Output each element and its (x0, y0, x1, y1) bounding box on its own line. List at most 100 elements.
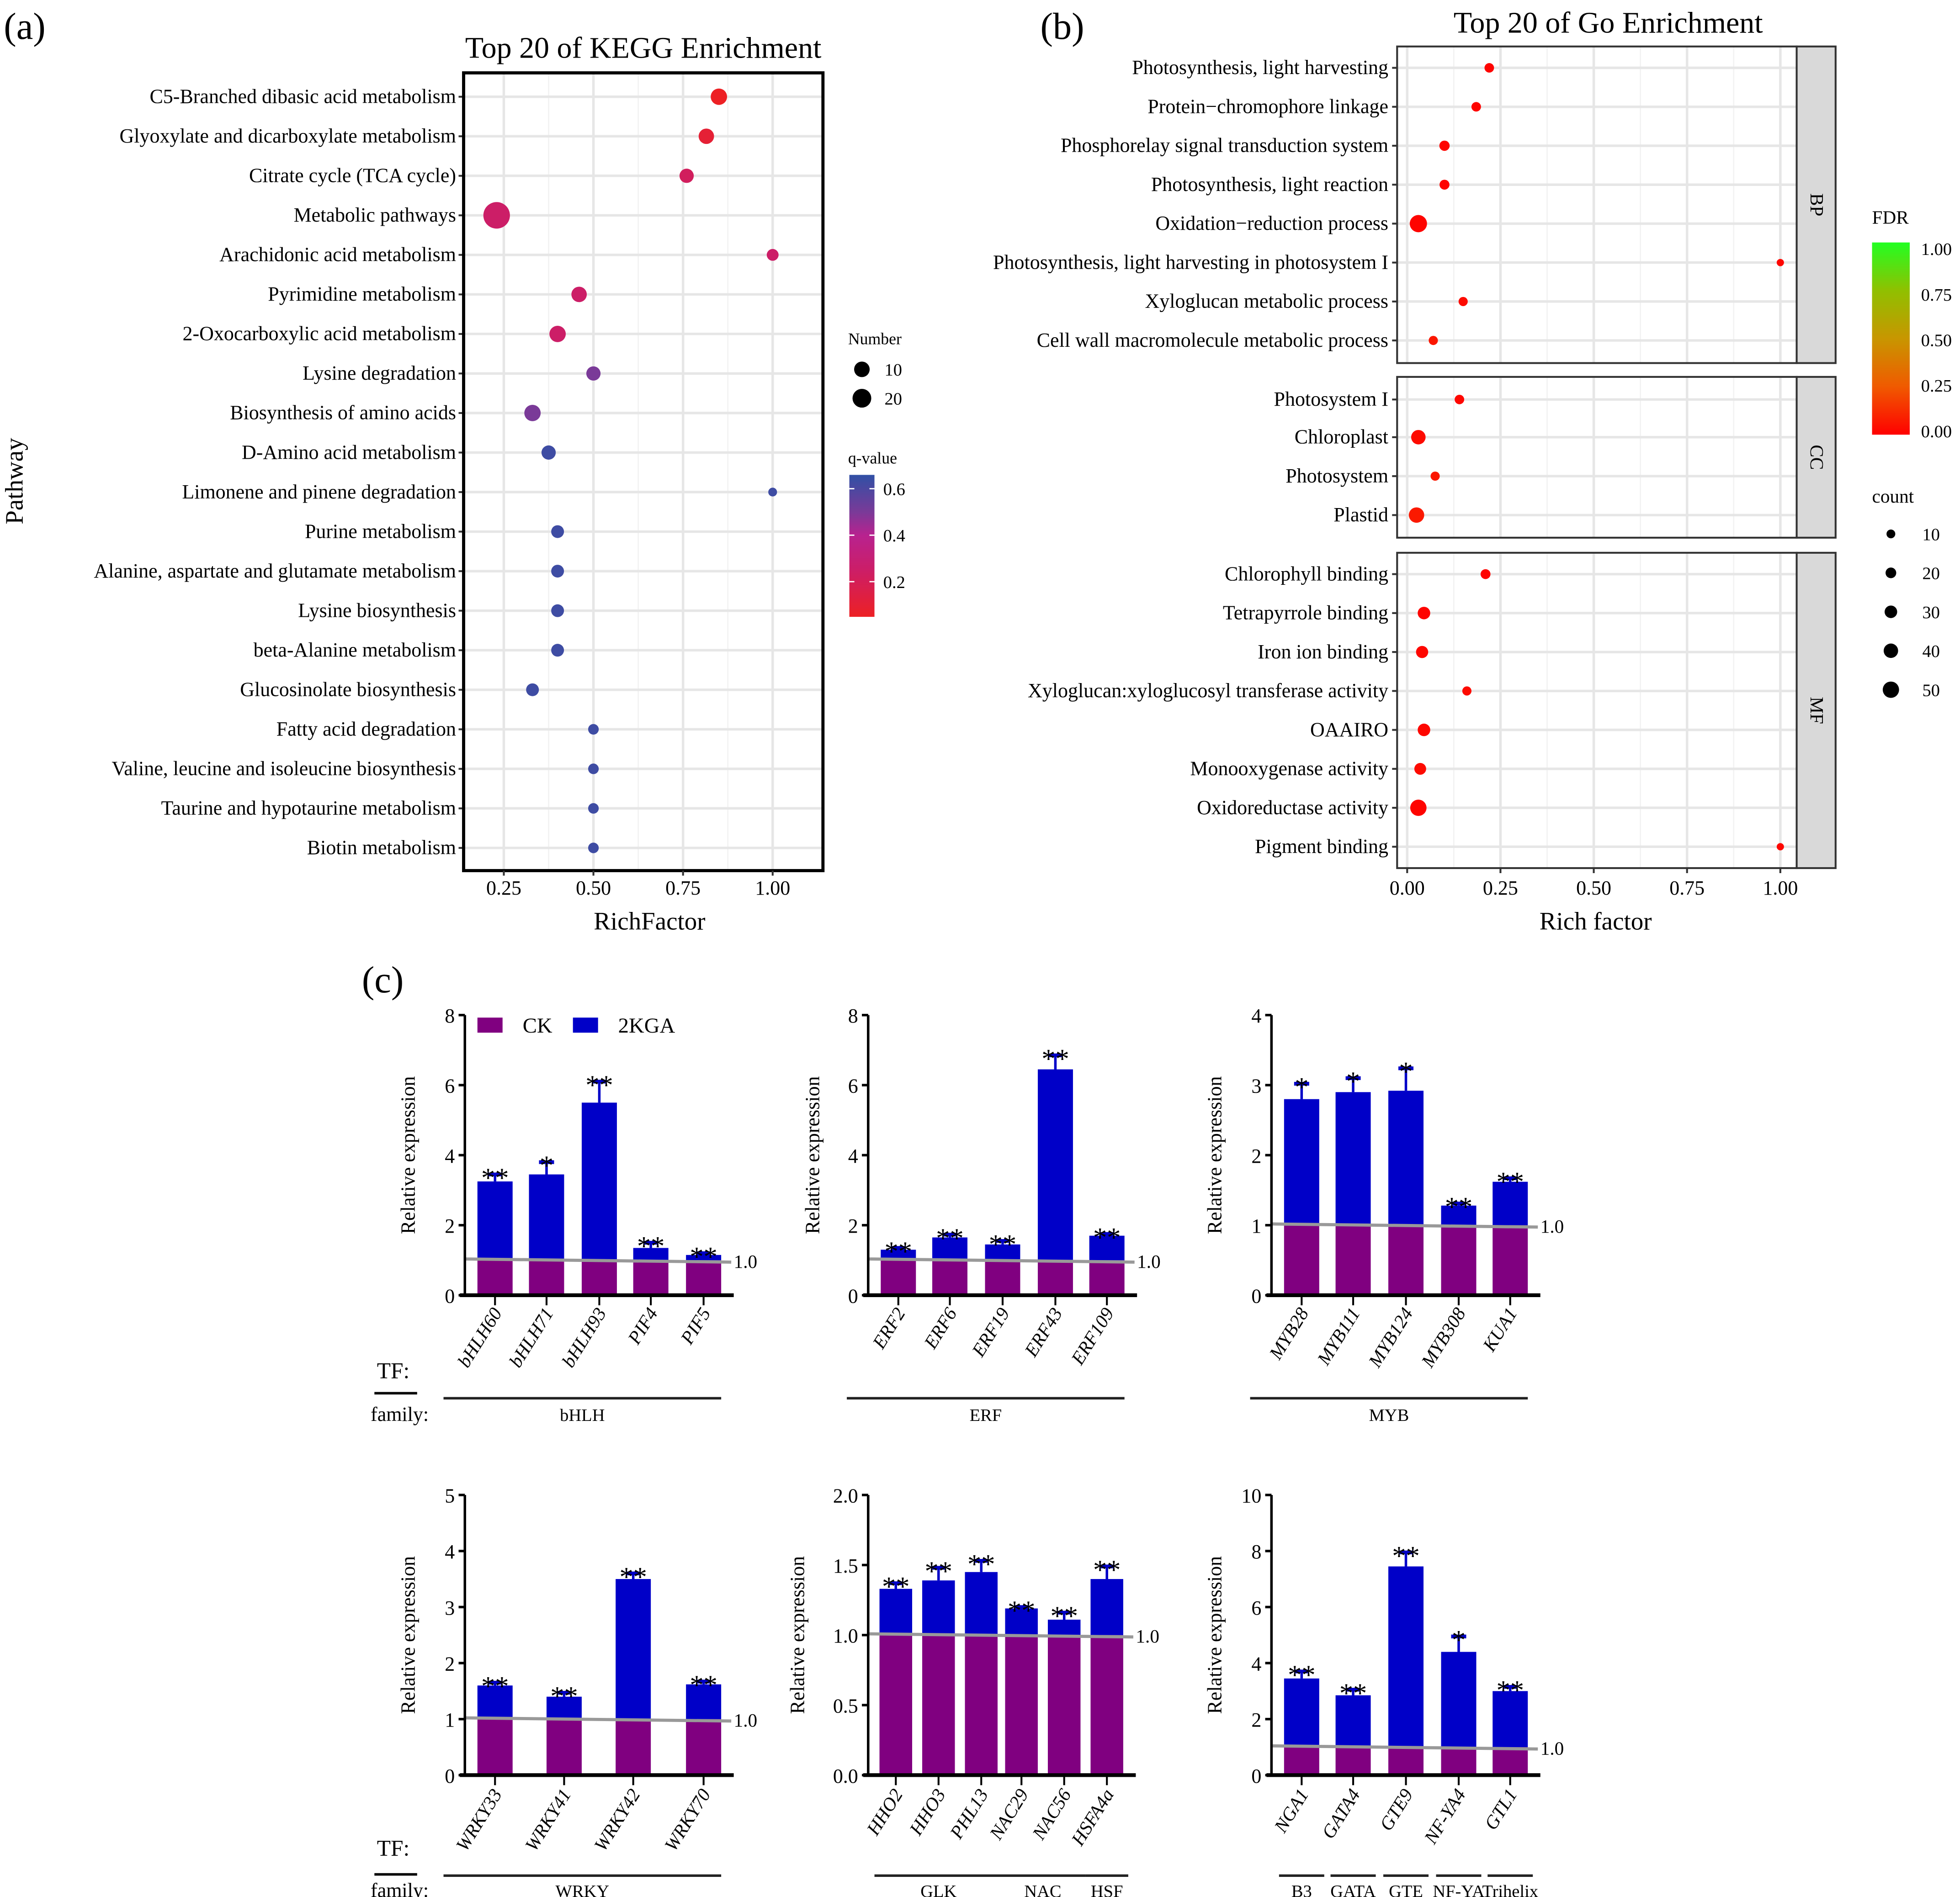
x-tick-label: 0.75 (665, 877, 701, 899)
y-axis-label: Relative expression (1203, 1556, 1226, 1714)
data-point (1429, 336, 1438, 345)
legend-2kga-swatch (573, 1017, 598, 1033)
ck-bar (1047, 1635, 1081, 1775)
family-label: NAC (1024, 1882, 1061, 1897)
y-axis-label: Relative expression (786, 1556, 809, 1714)
x-tick-label: 1.00 (755, 877, 790, 899)
ck-bar (633, 1260, 669, 1295)
y-tick-label: 1 (445, 1709, 455, 1731)
pathway-label: Fatty acid degradation (276, 718, 456, 740)
family-label: WRKY (556, 1882, 610, 1897)
y-tick-label: 0.5 (833, 1695, 858, 1717)
data-point (1455, 394, 1465, 404)
y-tick-label: 6 (1251, 1597, 1261, 1619)
ck-bar (477, 1260, 513, 1295)
significance-mark: ** (637, 1231, 664, 1261)
y-tick-label: 8 (445, 1005, 455, 1027)
legend-ck-label: CK (523, 1014, 552, 1038)
2kga-bar (881, 1250, 916, 1261)
facet-panel (1397, 46, 1797, 363)
data-point (571, 286, 587, 302)
tf-label: TF: (377, 1358, 409, 1383)
ck-bar (922, 1635, 955, 1775)
significance-mark: ** (1288, 1660, 1315, 1690)
significance-mark: * (1399, 1057, 1413, 1087)
x-axis-label: Rich factor (1540, 907, 1652, 935)
significance-mark: ** (936, 1223, 963, 1254)
data-point (588, 724, 599, 735)
y-tick-label: 0 (445, 1765, 455, 1787)
y-tick-label: 2 (1251, 1709, 1261, 1731)
reference-line-label: 1.0 (1540, 1738, 1564, 1759)
pathway-label: 2-Oxocarboxylic acid metabolism (183, 323, 456, 345)
size-legend-dot (1882, 681, 1899, 698)
pathway-label: Taurine and hypotaurine metabolism (161, 797, 456, 819)
ck-bar (546, 1719, 582, 1775)
2kga-bar (1335, 1695, 1371, 1747)
y-tick-label: 0 (1251, 1285, 1261, 1307)
ck-bar (965, 1635, 998, 1775)
pathway-label: Metabolic pathways (294, 204, 456, 226)
data-point (588, 803, 599, 814)
y-tick-label: 1.0 (833, 1625, 858, 1647)
y-axis-label: Relative expression (397, 1076, 419, 1234)
y-tick-label: 4 (445, 1541, 455, 1563)
go-term-label: Cell wall macromolecule metabolic proces… (1037, 329, 1388, 351)
plot-area (463, 73, 823, 871)
significance-mark: ** (967, 1549, 995, 1580)
colorbar-label: 0.50 (1921, 331, 1952, 350)
reference-line (465, 1257, 732, 1264)
pathway-label: D-Amino acid metabolism (242, 441, 456, 463)
y-tick-label: 6 (445, 1075, 455, 1097)
2kga-bar (1493, 1691, 1528, 1747)
data-point (1439, 180, 1450, 190)
go-term-label: OAAIRO (1310, 718, 1388, 741)
data-point (1418, 607, 1430, 620)
facet-strip-label: MF (1806, 697, 1827, 724)
family-label: MYB (1369, 1406, 1409, 1425)
2kga-bar (1441, 1205, 1477, 1225)
data-point (524, 405, 541, 421)
facet-strip (1795, 551, 1837, 869)
2kga-bar (633, 1248, 669, 1261)
data-point (1480, 569, 1491, 579)
x-tick-label: 0.50 (1576, 877, 1611, 899)
2kga-bar (1005, 1608, 1038, 1635)
size-legend-dot (854, 361, 870, 377)
y-axis-label: Relative expression (1203, 1076, 1226, 1234)
data-point (483, 202, 510, 229)
reference-line-label: 1.0 (1137, 1251, 1161, 1272)
2kga-bar (1335, 1092, 1371, 1225)
pathway-label: Valine, leucine and isoleucine biosynthe… (112, 758, 456, 780)
ck-bar (686, 1719, 722, 1775)
significance-mark: ** (690, 1670, 717, 1701)
y-tick-label: 0 (848, 1285, 858, 1307)
data-point (1411, 430, 1426, 445)
y-tick-label: 2 (848, 1215, 858, 1237)
family-label: B3 (1291, 1882, 1312, 1897)
size-legend-dot (852, 389, 871, 408)
data-point (586, 366, 601, 381)
family-label: NF-YA (1433, 1882, 1485, 1897)
2kga-bar (1284, 1678, 1319, 1747)
2kga-bar (1089, 1235, 1125, 1261)
facet-strip-label: BP (1806, 193, 1827, 216)
significance-mark: ** (1093, 1222, 1121, 1253)
y-tick-label: 5 (445, 1485, 455, 1507)
facet-mf: Chlorophyll binding Tetrapyrrole binding I… (1028, 551, 1837, 869)
y-tick-label: 3 (1251, 1075, 1261, 1097)
2kga-bar (546, 1696, 582, 1719)
fdr-colorbar (1872, 242, 1910, 435)
data-point (768, 487, 777, 497)
2kga-bar (581, 1102, 617, 1261)
tf-label: TF: (377, 1835, 409, 1860)
2kga-bar (879, 1589, 913, 1635)
significance-mark: * (1452, 1625, 1466, 1655)
pathway-label: beta-Alanine metabolism (254, 639, 456, 661)
data-point (551, 565, 564, 578)
ck-bar (1388, 1747, 1424, 1775)
data-point (1439, 140, 1450, 151)
ck-bar (1284, 1225, 1319, 1295)
colorbar-label: 1.00 (1921, 240, 1952, 259)
x-tick-label: 0.00 (1390, 877, 1425, 899)
